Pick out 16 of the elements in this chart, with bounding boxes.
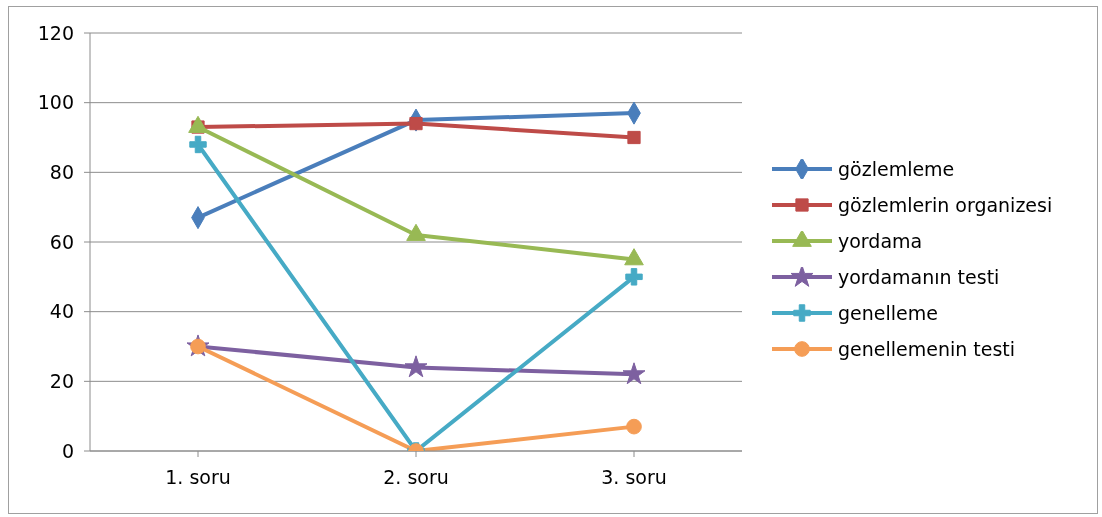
y-tick-label: 120: [37, 21, 74, 44]
legend-label: gözlemleme: [838, 157, 955, 180]
y-tick-label: 40: [49, 300, 74, 323]
x-tick-label: 1. soru: [165, 466, 231, 489]
x-tick-label: 2. soru: [383, 466, 449, 489]
y-tick-label: 80: [49, 161, 74, 184]
legend-label: gözlemlerin organizesi: [838, 193, 1053, 216]
legend-label: genellemenin testi: [838, 337, 1016, 360]
y-tick-label: 100: [37, 91, 74, 114]
legend-label: genelleme: [838, 301, 938, 324]
legend-label: yordama: [838, 229, 923, 252]
legend-label: yordamanın testi: [838, 265, 1000, 288]
x-tick-label: 3. soru: [601, 466, 667, 489]
y-tick-label: 60: [49, 230, 74, 253]
y-tick-label: 20: [49, 370, 74, 393]
y-tick-label: 0: [61, 439, 74, 462]
